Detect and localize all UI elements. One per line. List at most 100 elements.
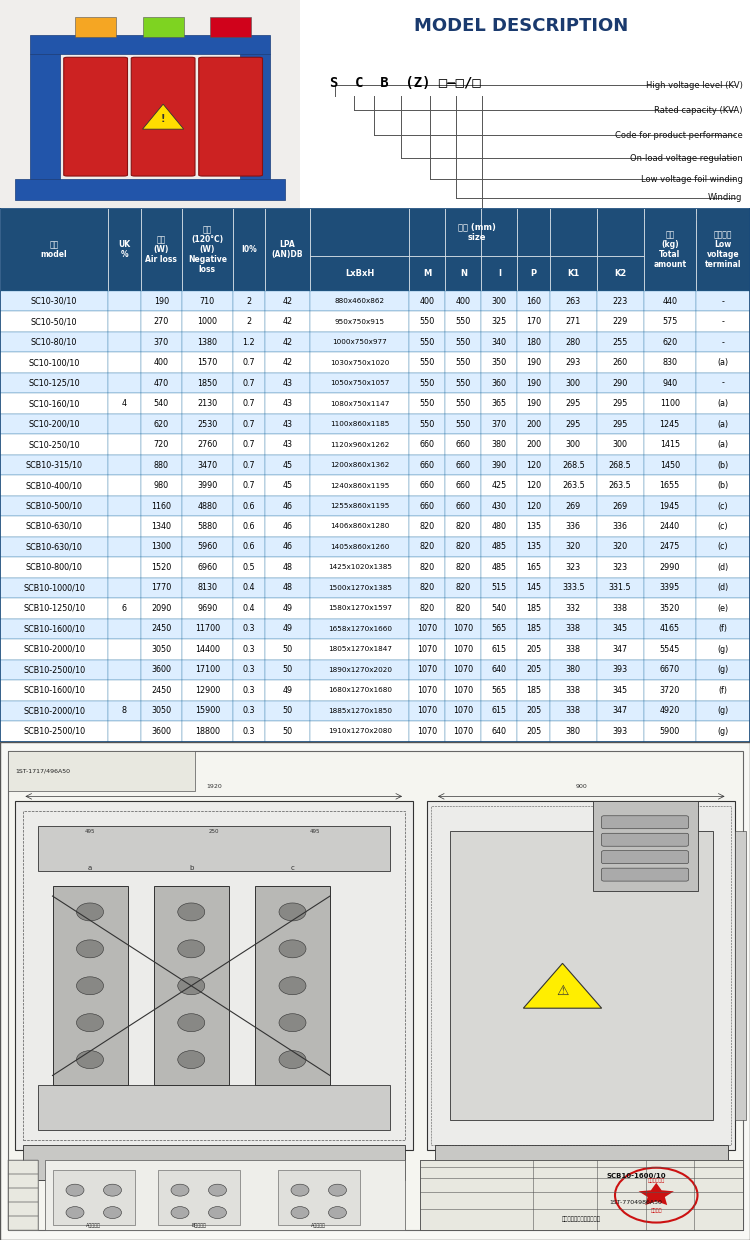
Bar [597, 332, 644, 352]
Text: UK
%: UK % [118, 241, 130, 259]
Text: 4920: 4920 [660, 707, 680, 715]
Bar [696, 639, 750, 660]
Bar [696, 208, 750, 291]
Text: 180: 180 [526, 337, 542, 347]
Text: 1580x1270x1597: 1580x1270x1597 [328, 605, 392, 611]
Bar [0, 393, 108, 414]
Bar [182, 557, 232, 578]
Bar [108, 516, 141, 537]
Bar [142, 16, 184, 37]
Bar [597, 434, 644, 455]
Text: 5900: 5900 [660, 727, 680, 735]
Bar [0, 660, 108, 680]
Bar [108, 680, 141, 701]
Bar [0, 537, 108, 557]
Bar [446, 414, 482, 434]
Circle shape [178, 1014, 205, 1032]
Text: 1500x1270x1385: 1500x1270x1385 [328, 585, 392, 591]
Bar [735, 831, 746, 1121]
Bar [696, 393, 750, 414]
Text: 5545: 5545 [659, 645, 680, 653]
Bar [644, 291, 696, 311]
FancyBboxPatch shape [199, 57, 262, 176]
Text: 1680x1270x1680: 1680x1270x1680 [328, 687, 392, 693]
Bar [15, 179, 285, 200]
Text: 50: 50 [283, 727, 292, 735]
Text: 550: 550 [456, 378, 471, 388]
Text: 900: 900 [575, 784, 587, 789]
Text: a: a [88, 866, 92, 872]
Bar [0, 619, 108, 639]
Bar [597, 352, 644, 373]
Bar [182, 660, 232, 680]
Bar [45, 1161, 405, 1230]
FancyBboxPatch shape [602, 833, 688, 846]
Text: 336: 336 [613, 522, 628, 531]
Text: 3520: 3520 [660, 604, 680, 613]
Bar [0, 373, 108, 393]
Text: 1070: 1070 [417, 727, 437, 735]
Text: 1245: 1245 [660, 419, 680, 429]
Text: 1200x860x1362: 1200x860x1362 [330, 463, 389, 467]
Bar [0, 516, 108, 537]
Text: 325: 325 [492, 317, 507, 326]
Text: SCB10-2000/10: SCB10-2000/10 [23, 645, 85, 653]
Bar [265, 619, 310, 639]
Bar [310, 455, 410, 475]
Bar [22, 811, 405, 1141]
Bar [644, 660, 696, 680]
Text: 0.3: 0.3 [242, 645, 255, 653]
Bar [597, 496, 644, 516]
Bar [696, 680, 750, 701]
Text: 0.3: 0.3 [242, 666, 255, 675]
Text: 336: 336 [566, 522, 580, 531]
Bar [232, 578, 265, 598]
Text: 338: 338 [566, 707, 580, 715]
Text: SCB10-400/10: SCB10-400/10 [26, 481, 82, 490]
Text: 1380: 1380 [197, 337, 217, 347]
Bar [482, 578, 518, 598]
Bar [410, 578, 446, 598]
Text: A射线端子: A射线端子 [86, 1223, 101, 1228]
Text: 300: 300 [492, 296, 507, 306]
Bar [141, 701, 182, 720]
Bar [644, 393, 696, 414]
Bar [518, 332, 550, 352]
Bar [696, 414, 750, 434]
Bar [310, 414, 410, 434]
Text: 550: 550 [420, 337, 435, 347]
Bar [0, 557, 108, 578]
Bar [482, 475, 518, 496]
Text: (c): (c) [718, 542, 728, 552]
Bar [265, 291, 310, 311]
Bar [232, 291, 265, 311]
Text: 43: 43 [283, 378, 292, 388]
Bar [0, 208, 108, 291]
Bar [446, 578, 482, 598]
Bar [518, 291, 550, 311]
Bar [265, 557, 310, 578]
Text: 50: 50 [283, 645, 292, 653]
Text: 710: 710 [200, 296, 215, 306]
Circle shape [209, 1184, 226, 1197]
Text: 1920: 1920 [206, 784, 222, 789]
Text: 440: 440 [662, 296, 677, 306]
Bar [597, 291, 644, 311]
Text: 3990: 3990 [197, 481, 217, 490]
Text: 4: 4 [122, 399, 127, 408]
Text: 550: 550 [456, 399, 471, 408]
Text: 660: 660 [456, 460, 471, 470]
Bar [182, 455, 232, 475]
Text: 1ST-7704986A50: 1ST-7704986A50 [610, 1199, 662, 1204]
Bar [53, 887, 128, 1085]
Text: 2760: 2760 [197, 440, 217, 449]
Text: 550: 550 [420, 317, 435, 326]
Bar [644, 557, 696, 578]
Bar [518, 680, 550, 701]
Text: 11700: 11700 [195, 625, 220, 634]
Bar [182, 393, 232, 414]
Bar [597, 393, 644, 414]
Text: 48: 48 [283, 584, 292, 593]
Circle shape [104, 1207, 122, 1219]
Bar [265, 455, 310, 475]
